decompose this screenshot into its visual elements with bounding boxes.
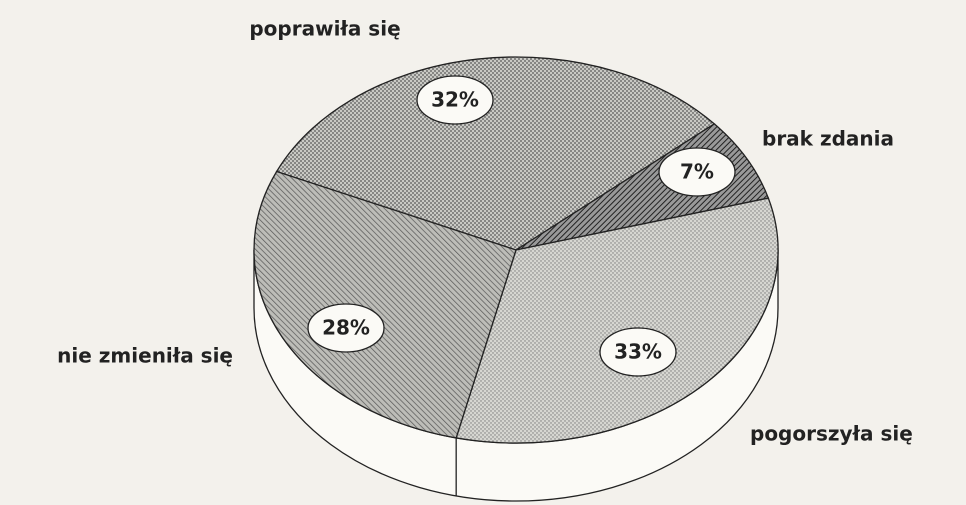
value-label-bubble	[416, 75, 494, 125]
pie-slice-pattern	[455, 197, 779, 444]
category-label: nie zmieniła się	[57, 344, 233, 368]
value-label: 7%	[680, 160, 714, 184]
category-label: pogorszyła się	[750, 422, 913, 446]
value-label-bubble	[599, 327, 677, 377]
pie-slice-pattern	[275, 56, 716, 251]
category-label: poprawiła się	[249, 17, 400, 41]
category-label: brak zdania	[762, 127, 894, 151]
value-label: 28%	[322, 316, 370, 340]
value-label-bubble	[658, 147, 736, 197]
value-label: 32%	[431, 88, 479, 112]
pie-slice-pattern	[253, 170, 517, 439]
pie: 32% poprawiła się 7% brak zdania 33% pogorszy…	[57, 17, 913, 502]
value-label-bubble	[307, 303, 385, 353]
value-label: 33%	[614, 340, 662, 364]
